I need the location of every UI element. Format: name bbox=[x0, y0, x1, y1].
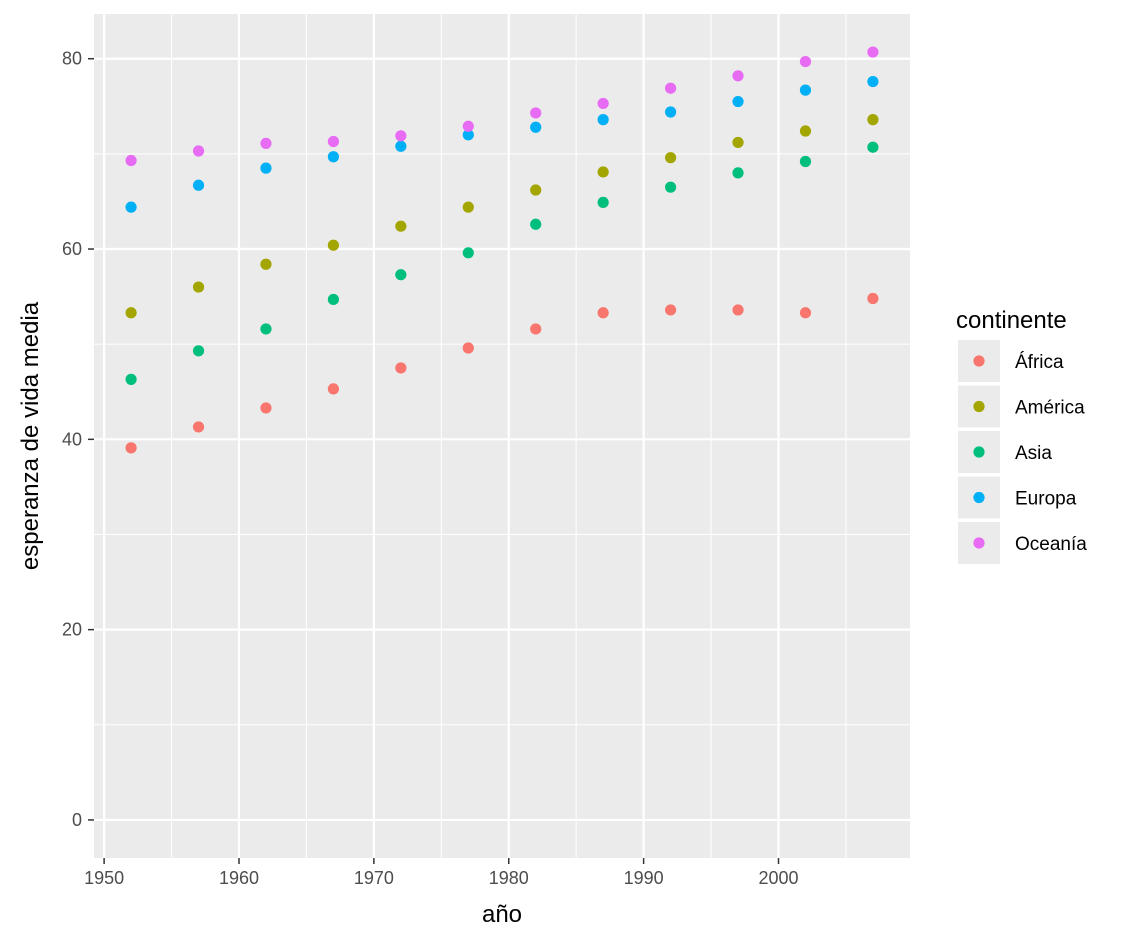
data-point bbox=[799, 125, 812, 137]
data-point bbox=[867, 141, 879, 153]
y-tick-label: 20 bbox=[62, 620, 82, 640]
data-point bbox=[125, 307, 137, 319]
legend-title: continente bbox=[956, 307, 1067, 334]
data-point bbox=[867, 46, 879, 58]
data-point bbox=[799, 84, 812, 96]
data-point bbox=[125, 154, 137, 167]
data-point bbox=[192, 281, 205, 293]
data-point bbox=[395, 130, 407, 142]
data-point bbox=[664, 106, 677, 118]
data-point bbox=[462, 129, 474, 141]
data-point bbox=[192, 421, 205, 433]
data-point bbox=[732, 95, 744, 108]
data-point bbox=[799, 55, 812, 68]
data-point bbox=[327, 151, 340, 163]
data-point bbox=[530, 218, 542, 230]
data-point bbox=[125, 201, 137, 213]
x-tick-label: 2000 bbox=[758, 868, 798, 888]
legend-items: África América Asia Europa Oceanía bbox=[958, 340, 1087, 564]
data-point bbox=[462, 201, 474, 213]
data-point bbox=[327, 293, 340, 306]
data-point bbox=[597, 196, 609, 209]
data-point bbox=[732, 167, 744, 179]
data-points bbox=[125, 46, 879, 454]
legend-key-dot bbox=[973, 446, 985, 458]
x-tick-label: 1960 bbox=[219, 868, 259, 888]
data-point bbox=[597, 97, 609, 110]
x-axis: 1950 1960 1970 1980 1990 2000 bbox=[84, 858, 799, 888]
legend-key-dot bbox=[973, 400, 985, 413]
major-gridlines bbox=[94, 14, 910, 858]
y-tick-label: 80 bbox=[62, 49, 82, 69]
y-tick-label: 60 bbox=[62, 239, 82, 259]
data-point bbox=[327, 239, 340, 251]
data-point bbox=[260, 258, 272, 270]
x-tick-label: 1950 bbox=[84, 868, 124, 888]
data-point bbox=[664, 181, 677, 193]
data-point bbox=[395, 220, 407, 232]
data-point bbox=[799, 307, 812, 319]
data-point bbox=[327, 135, 340, 148]
y-tick-label: 40 bbox=[62, 429, 82, 449]
data-point bbox=[192, 179, 205, 191]
data-point bbox=[462, 120, 474, 132]
legend-label: Europa bbox=[1015, 489, 1077, 510]
x-axis-title: año bbox=[482, 901, 522, 928]
data-point bbox=[462, 342, 474, 354]
data-point bbox=[260, 402, 272, 414]
data-point bbox=[530, 107, 542, 119]
x-tick-label: 1990 bbox=[624, 868, 664, 888]
data-point bbox=[125, 442, 137, 454]
data-point bbox=[530, 323, 542, 335]
legend: continente África América Asia Europa Oceaní… bbox=[956, 307, 1087, 564]
data-point bbox=[732, 136, 744, 149]
y-axis-title: esperanza de vida media bbox=[17, 301, 44, 570]
data-point bbox=[664, 82, 677, 94]
data-point bbox=[867, 292, 879, 305]
x-tick-label: 1970 bbox=[354, 868, 394, 888]
data-point bbox=[125, 373, 137, 385]
minor-gridlines bbox=[94, 14, 910, 858]
data-point bbox=[799, 155, 812, 168]
legend-label: Oceanía bbox=[1015, 534, 1087, 555]
legend-key-dot bbox=[973, 491, 985, 504]
data-point bbox=[260, 162, 272, 174]
data-point bbox=[192, 345, 205, 357]
data-point bbox=[597, 307, 609, 319]
plot-panel bbox=[94, 14, 910, 858]
data-point bbox=[530, 184, 542, 196]
data-point bbox=[462, 247, 474, 259]
data-point bbox=[597, 114, 609, 126]
legend-label: África bbox=[1015, 352, 1064, 373]
data-point bbox=[395, 140, 407, 152]
data-point bbox=[530, 121, 542, 133]
data-point bbox=[664, 152, 677, 164]
y-axis: 0 20 40 60 80 bbox=[62, 49, 94, 830]
data-point bbox=[327, 383, 340, 395]
data-point bbox=[260, 137, 272, 150]
legend-key-dot bbox=[973, 537, 985, 549]
data-point bbox=[732, 70, 744, 82]
data-point bbox=[664, 304, 677, 316]
data-point bbox=[732, 304, 744, 316]
legend-key-dot bbox=[973, 355, 985, 367]
x-tick-label: 1980 bbox=[489, 868, 529, 888]
y-tick-label: 0 bbox=[72, 810, 82, 830]
data-point bbox=[192, 145, 205, 157]
legend-label: América bbox=[1015, 398, 1085, 419]
legend-label: Asia bbox=[1015, 443, 1052, 464]
data-point bbox=[395, 269, 407, 281]
data-point bbox=[260, 323, 272, 335]
data-point bbox=[867, 75, 879, 88]
data-point bbox=[597, 166, 609, 178]
data-point bbox=[867, 114, 879, 126]
data-point bbox=[395, 362, 407, 374]
